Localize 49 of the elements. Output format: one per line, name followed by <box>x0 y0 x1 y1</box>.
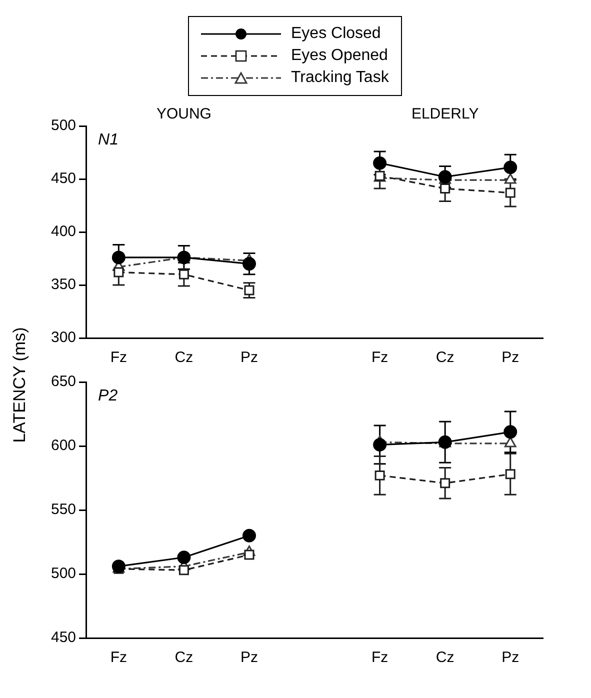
point <box>438 170 452 184</box>
legend-label: Tracking Task <box>291 69 389 87</box>
y-tick-label: 300 <box>50 329 76 346</box>
text: YOUNG <box>156 106 212 123</box>
chart-title: P2 <box>98 387 118 404</box>
point <box>374 470 385 480</box>
y-tick-label: 450 <box>50 170 76 188</box>
x-tick-label: Pz <box>502 349 520 366</box>
x-tick-label: Fz <box>371 649 388 666</box>
x-tick-label: Fz <box>110 349 128 366</box>
x-tick-label: Pz <box>240 649 258 666</box>
y-tick-label: 500 <box>50 117 76 134</box>
x-tick-label: Pz <box>240 349 258 366</box>
x-tick-label: Cz <box>436 349 454 366</box>
chart-title: N1 <box>98 131 118 148</box>
point <box>242 257 256 271</box>
y-tick-label: 650 <box>50 373 76 390</box>
point <box>177 550 191 564</box>
point <box>504 160 518 174</box>
point <box>440 478 450 488</box>
y-tick-label: 550 <box>50 501 76 518</box>
x-tick-label: Fz <box>371 349 388 366</box>
x-tick-label: Pz <box>502 649 520 666</box>
point <box>505 469 516 480</box>
point <box>505 188 516 198</box>
point <box>242 528 256 542</box>
legend-label: Eyes Opened <box>291 47 388 65</box>
point <box>112 250 126 264</box>
y-tick-label: 400 <box>50 223 76 240</box>
point <box>440 184 450 194</box>
point <box>178 269 189 280</box>
legend-label: Eyes Closed <box>291 25 381 43</box>
y-tick-label: 500 <box>50 565 76 582</box>
x-tick-label: Cz <box>174 349 194 366</box>
point <box>114 267 124 278</box>
x-tick-label: Cz <box>174 649 194 666</box>
point <box>178 565 189 576</box>
point <box>504 425 518 439</box>
y-tick-label: 350 <box>50 276 76 294</box>
point <box>373 156 387 170</box>
y-axis-title: LATENCY (ms) <box>10 327 30 443</box>
point <box>177 250 191 264</box>
y-tick-label: 600 <box>50 437 76 454</box>
x-tick-label: Fz <box>110 649 128 666</box>
x-tick-label: Cz <box>436 649 454 666</box>
text: ELDERLY <box>411 106 479 123</box>
point <box>244 550 254 560</box>
y-tick-label: 450 <box>50 629 76 646</box>
point <box>373 438 387 452</box>
